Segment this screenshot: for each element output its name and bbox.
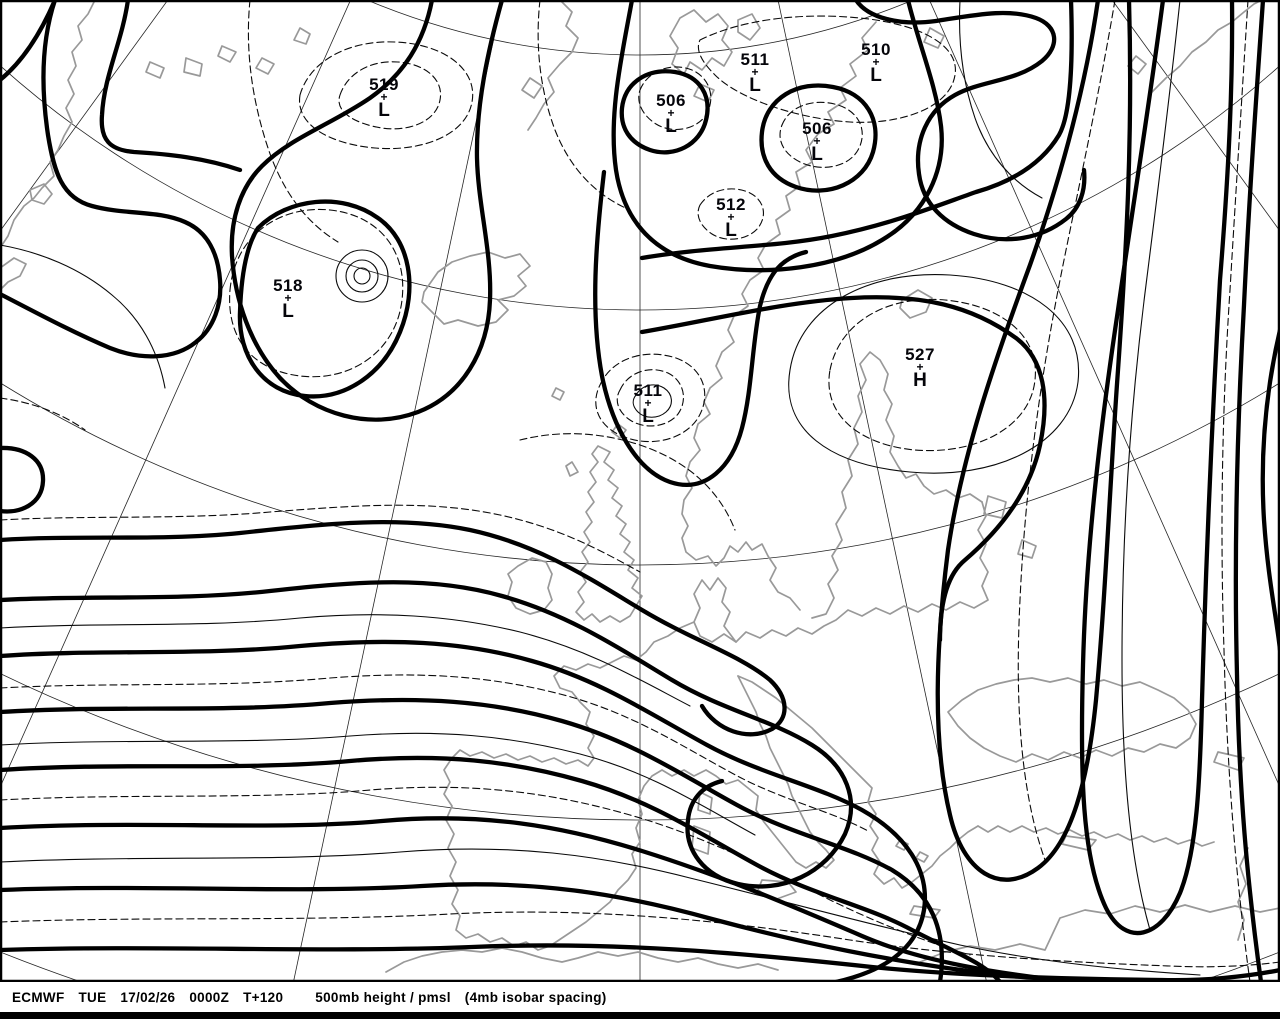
graticule-layer	[0, 0, 1280, 982]
map-border	[0, 0, 1280, 982]
footer-field: 500mb height / pmsl	[315, 989, 451, 1005]
isobar-layer	[0, 0, 1280, 982]
footer-run: 0000Z	[189, 989, 230, 1005]
footer-step: T+120	[243, 989, 284, 1005]
footer-note: (4mb isobar spacing)	[464, 989, 607, 1005]
footer-bar: ECMWF TUE 17/02/26 0000Z T+120 500mb hei…	[0, 982, 1280, 1012]
footer-date: 17/02/26	[120, 989, 176, 1005]
footer-source: ECMWF	[12, 989, 65, 1005]
map-area: 519 + L 511 + L 510 + L 506 + L 506 + L 512 + L 518 + L 527 + H…	[0, 0, 1280, 982]
map-canvas	[0, 0, 1280, 982]
bottom-divider-bar	[0, 1012, 1280, 1019]
footer-day: TUE	[78, 989, 107, 1005]
